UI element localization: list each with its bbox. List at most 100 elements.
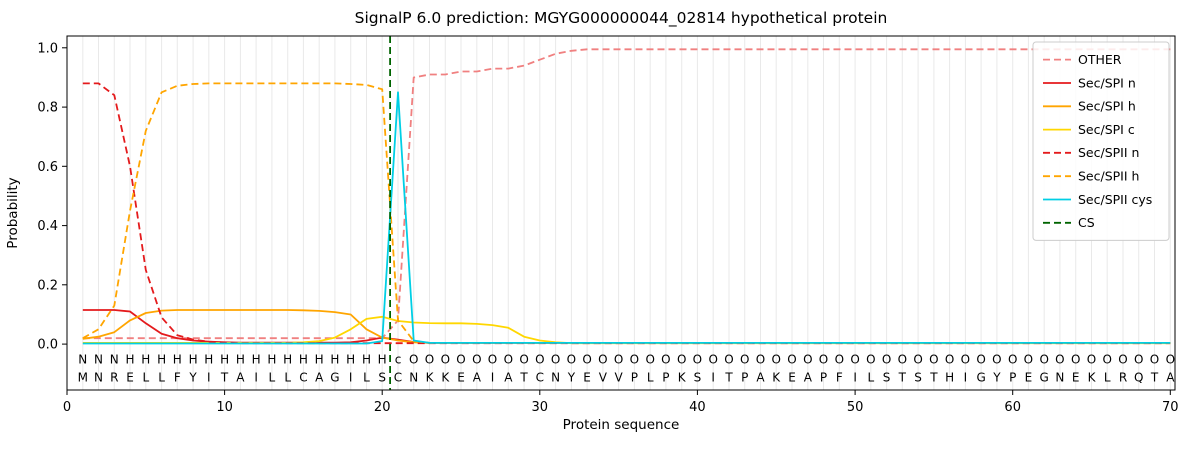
legend-entry-sec-spi-n: Sec/SPI n bbox=[1043, 75, 1136, 90]
series-line-sec-spii-n bbox=[82, 82, 1171, 345]
sequence-letter: K bbox=[426, 370, 435, 384]
legend-entry-label: Sec/SPII n bbox=[1078, 145, 1139, 160]
region-letter: O bbox=[661, 353, 670, 367]
y-tick-label: 0.4 bbox=[37, 219, 58, 234]
x-tick-label: 20 bbox=[374, 400, 391, 415]
sequence-letter: Y bbox=[567, 370, 576, 384]
legend-entry-label: Sec/SPI n bbox=[1078, 75, 1136, 90]
x-tick-label: 60 bbox=[1004, 400, 1021, 415]
sequence-letter: Y bbox=[188, 370, 197, 384]
sequence-letter: I bbox=[964, 370, 968, 384]
sequence-letter: K bbox=[772, 370, 781, 384]
sequence-letter: L bbox=[269, 370, 276, 384]
legend-entry-sec-spii-cys: Sec/SPII cys bbox=[1043, 192, 1152, 207]
sequence-letter: N bbox=[94, 370, 103, 384]
region-letter: O bbox=[803, 353, 812, 367]
sequence-letter: L bbox=[647, 370, 654, 384]
region-letter: O bbox=[898, 353, 907, 367]
sequence-letter: C bbox=[299, 370, 307, 384]
sequence-letter: I bbox=[711, 370, 715, 384]
series-line-other bbox=[82, 48, 1171, 340]
sequence-letter: P bbox=[1009, 370, 1016, 384]
region-letter: H bbox=[346, 353, 355, 367]
sequence-letter: A bbox=[1166, 370, 1175, 384]
sequence-letter: V bbox=[599, 370, 608, 384]
sequence-letter: I bbox=[491, 370, 495, 384]
legend-entry-sec-spii-n: Sec/SPII n bbox=[1043, 145, 1139, 160]
x-tick-label: 40 bbox=[689, 400, 706, 415]
sequence-letter: K bbox=[441, 370, 450, 384]
sequence-letter: T bbox=[898, 370, 907, 384]
sequence-letter: R bbox=[1119, 370, 1127, 384]
region-letter: c bbox=[395, 353, 402, 367]
region-letter: O bbox=[756, 353, 765, 367]
region-letter: H bbox=[315, 353, 324, 367]
region-letter: H bbox=[236, 353, 245, 367]
legend-entry-sec-spii-h: Sec/SPII h bbox=[1043, 169, 1139, 184]
region-letter: O bbox=[929, 353, 938, 367]
legend-entry-sec-spi-h: Sec/SPI h bbox=[1043, 99, 1136, 114]
sequence-letter: A bbox=[315, 370, 324, 384]
sequence-letter: A bbox=[473, 370, 482, 384]
y-tick-label: 0.6 bbox=[37, 160, 58, 175]
series-line-sec-spii-h bbox=[82, 82, 1171, 344]
sequence-letter: E bbox=[457, 370, 465, 384]
sequence-letter: L bbox=[158, 370, 165, 384]
sequence-letter: E bbox=[126, 370, 134, 384]
x-tick-label: 30 bbox=[532, 400, 549, 415]
sequence-letter: G bbox=[330, 370, 339, 384]
grid-lines bbox=[82, 36, 1171, 390]
sequence-letter: M bbox=[78, 370, 88, 384]
sequence-letter: S bbox=[883, 370, 891, 384]
region-letter: H bbox=[204, 353, 213, 367]
sequence-letter: I bbox=[254, 370, 258, 384]
sequence-letter: V bbox=[614, 370, 623, 384]
region-letter: O bbox=[708, 353, 717, 367]
sequence-letter: C bbox=[394, 370, 402, 384]
region-letter: H bbox=[157, 353, 166, 367]
chart-title: SignalP 6.0 prediction: MGYG000000044_02… bbox=[355, 9, 888, 28]
legend-entry-label: Sec/SPI h bbox=[1078, 99, 1136, 114]
x-tick-label: 0 bbox=[63, 400, 71, 415]
sequence-letter: Q bbox=[1134, 370, 1143, 384]
region-letter: O bbox=[441, 353, 450, 367]
region-letter: O bbox=[992, 353, 1001, 367]
sequence-letter: K bbox=[678, 370, 687, 384]
region-letter: O bbox=[535, 353, 544, 367]
region-letter: H bbox=[189, 353, 198, 367]
legend-entry-label: CS bbox=[1078, 215, 1095, 230]
region-letter: O bbox=[1039, 353, 1048, 367]
sequence-letter: L bbox=[284, 370, 291, 384]
region-letter: O bbox=[1150, 353, 1159, 367]
sequence-letter: N bbox=[1055, 370, 1064, 384]
series-line-sec-spi-h bbox=[82, 309, 1171, 344]
sequence-letter: G bbox=[976, 370, 985, 384]
region-letter: O bbox=[456, 353, 465, 367]
sequence-letter: N bbox=[551, 370, 560, 384]
region-letter: O bbox=[409, 353, 418, 367]
region-letter: O bbox=[1071, 353, 1080, 367]
region-letter: O bbox=[740, 353, 749, 367]
region-letter: O bbox=[724, 353, 733, 367]
region-letter: H bbox=[173, 353, 182, 367]
region-letter: O bbox=[519, 353, 528, 367]
x-axis-ticks: 0 10 20 30 40 50 60 70 bbox=[63, 390, 1179, 415]
sequence-letter: A bbox=[804, 370, 813, 384]
sequence-letter: P bbox=[631, 370, 638, 384]
sequence-letter: L bbox=[363, 370, 370, 384]
region-letter: O bbox=[945, 353, 954, 367]
sequence-letter: N bbox=[409, 370, 418, 384]
legend: OTHER Sec/SPI n Sec/SPI h Sec/SPI c Sec/SPII… bbox=[1032, 41, 1170, 241]
sequence-letter: R bbox=[110, 370, 118, 384]
region-letter: O bbox=[850, 353, 859, 367]
region-letter: O bbox=[819, 353, 828, 367]
region-letter: O bbox=[567, 353, 576, 367]
region-letter: H bbox=[330, 353, 339, 367]
region-letter: O bbox=[1024, 353, 1033, 367]
sequence-letter: Y bbox=[992, 370, 1001, 384]
region-letter: O bbox=[630, 353, 639, 367]
region-letter: O bbox=[677, 353, 686, 367]
sequence-letter: L bbox=[1104, 370, 1111, 384]
region-letter: O bbox=[1008, 353, 1017, 367]
